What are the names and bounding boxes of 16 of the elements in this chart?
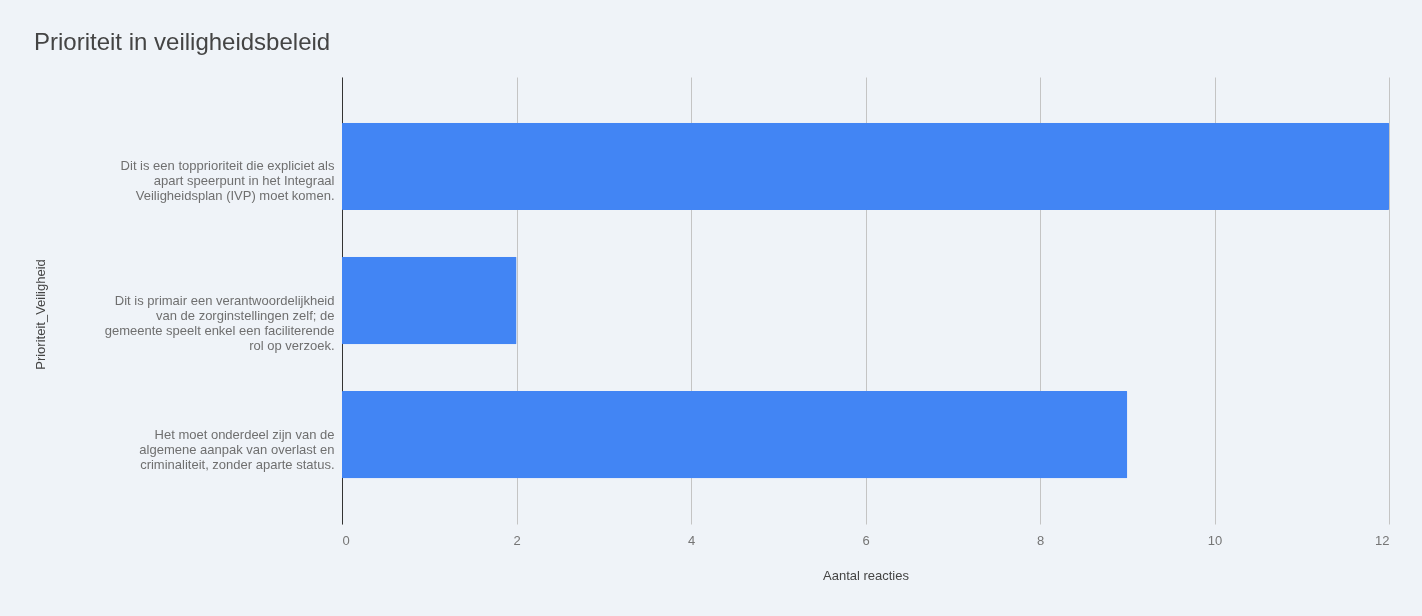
x-tick-label: 6 xyxy=(862,532,870,548)
x-axis-title: Aantal reacties xyxy=(823,567,910,583)
bar xyxy=(342,256,517,345)
y-tick-label: Dit is een topprioriteit die expliciet als apart speerpunt in het Integraal Veiligheidsplan (IVP) moet komen. xyxy=(120,158,335,204)
bar xyxy=(342,391,1128,479)
bar xyxy=(342,122,1389,210)
y-tick-label: Het moet onderdeel zijn van de algemene aanpak van overlast en criminaliteit, zonder aparte status. xyxy=(139,426,335,472)
x-tick-label: 10 xyxy=(1207,532,1223,548)
x-tick-label: 8 xyxy=(1036,532,1045,548)
chart-title: Prioriteit in veiligheidsbeleid xyxy=(34,28,331,55)
x-tick-label: 4 xyxy=(687,532,696,548)
y-axis-title: Prioriteit_Veiligheid xyxy=(32,259,48,370)
x-tick-label: 2 xyxy=(513,532,521,548)
x-tick-label: 0 xyxy=(342,532,350,548)
y-tick-label: Dit is primair een verantwoordelijkheid van de zorginstellingen zelf; de gemeente speelt enkel een faciliterende rol op verzoek. xyxy=(104,292,335,353)
x-tick-label: 12 xyxy=(1375,532,1390,548)
